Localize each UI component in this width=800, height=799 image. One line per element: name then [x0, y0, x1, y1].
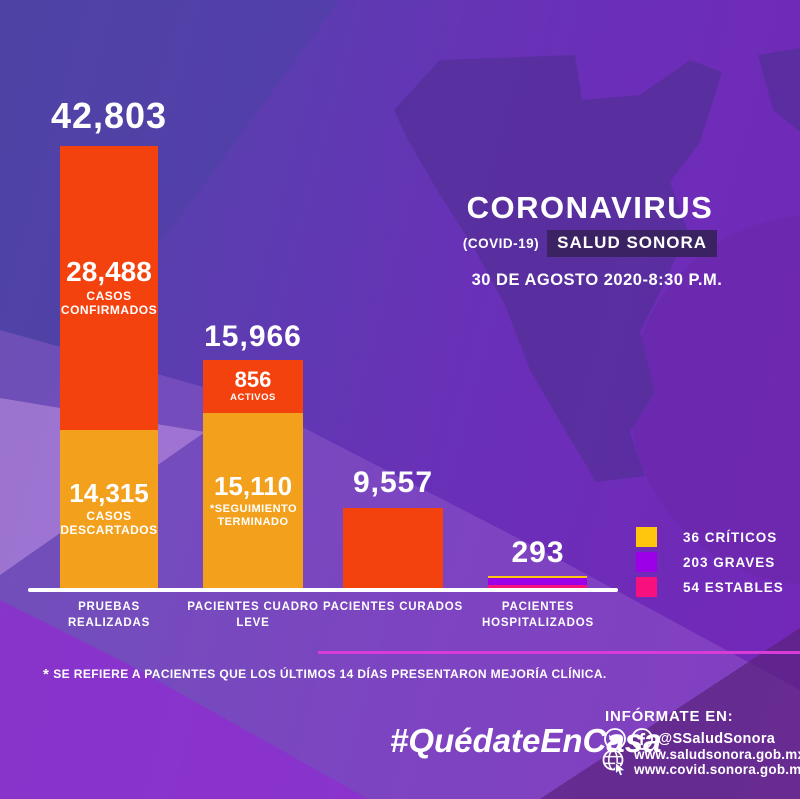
legend-item-graves: 203 GRAVES [636, 552, 784, 572]
bar4-segment-estables [488, 585, 587, 588]
legend-swatch-pink [636, 577, 657, 597]
header: CORONAVIRUS (COVID-19) SALUD SONORA 30 D… [455, 190, 725, 290]
website-url-2: www.covid.sonora.gob.mx [634, 761, 800, 777]
report-date: 30 DE AGOSTO 2020-8:30 P.M. [471, 271, 723, 289]
footnote: * SE REFIERE A PACIENTES QUE LOS ÚLTIMOS … [43, 666, 607, 683]
category-label-hospitalizados: PACIENTES HOSPITALIZADOS [482, 601, 594, 629]
legend-item-estables: 54 ESTABLES [636, 577, 784, 597]
bar4-segment-graves [488, 578, 587, 585]
footnote-asterisk: * [43, 666, 50, 683]
category-label-cuadro-leve: PACIENTES CUADRO LEVE [187, 601, 319, 629]
bar-pacientes-cuadro-leve: 856 ACTIVOS 15,110 *SEGUIMIENTO TERMINAD… [203, 360, 303, 588]
bar4-segment-criticos [488, 576, 587, 578]
salud-sonora-badge: SALUD SONORA [547, 230, 718, 257]
bar1-segment-descartados: 14,315 CASOS DESCARTADOS [60, 430, 158, 588]
segment-value: 15,110 [213, 470, 293, 501]
informate-heading: INFÓRMATE EN: [605, 708, 734, 725]
covid-label: (COVID-19) [462, 236, 540, 251]
legend-item-criticos: 36 CRÍTICOS [636, 527, 784, 547]
legend-swatch-yellow [636, 527, 657, 547]
bar-pacientes-curados [343, 508, 443, 588]
category-label-pruebas: PRUEBAS REALIZADAS [67, 601, 151, 629]
chart-baseline [28, 588, 618, 592]
legend-label: 36 CRÍTICOS [683, 529, 778, 545]
bar1-total: 42,803 [50, 95, 168, 136]
segment-name: ACTIVOS [230, 392, 276, 404]
bar3-segment [343, 508, 443, 588]
segment-value: 856 [234, 367, 272, 393]
accent-line [318, 651, 800, 654]
bar2-total: 15,966 [204, 320, 302, 353]
twitter-icon [604, 728, 626, 750]
website-urls: www.saludsonora.gob.mx www.covid.sonora.… [634, 747, 800, 777]
category-label-curados: PACIENTES CURADOS [323, 601, 463, 613]
segment-name: CASOS DESCARTADOS [60, 509, 158, 537]
segment-value: 14,315 [69, 478, 149, 509]
bar1-segment-confirmados: 28,488 CASOS CONFIRMADOS [60, 146, 158, 430]
facebook-icon [631, 728, 653, 750]
bar2-segment-seguimiento: 15,110 *SEGUIMIENTO TERMINADO [203, 413, 303, 588]
globe-cursor-icon [602, 749, 627, 776]
social-row: @SSaludSonora [604, 728, 775, 750]
bar4-total: 293 [511, 536, 565, 569]
footnote-text: SE REFIERE A PACIENTES QUE LOS ÚLTIMOS 1… [53, 667, 607, 681]
website-url-1: www.saludsonora.gob.mx [634, 747, 800, 762]
legend-swatch-purple [636, 552, 657, 572]
page-title: CORONAVIRUS [466, 190, 714, 225]
segment-name: *SEGUIMIENTO TERMINADO [210, 502, 298, 528]
sonora-map-silhouette [394, 48, 800, 482]
legend-label: 203 GRAVES [683, 554, 776, 570]
segment-value: 28,488 [66, 256, 152, 288]
bar3-total: 9,557 [352, 466, 434, 499]
bar-pacientes-hospitalizados [488, 576, 587, 588]
bar2-segment-activos: 856 ACTIVOS [203, 360, 303, 413]
websites-row: www.saludsonora.gob.mx www.covid.sonora.… [601, 747, 800, 777]
bar-pruebas-realizadas: 28,488 CASOS CONFIRMADOS 14,315 CASOS DE… [60, 146, 158, 588]
social-handle: @SSaludSonora [658, 731, 776, 747]
legend-label: 54 ESTABLES [683, 579, 784, 595]
segment-name: CASOS CONFIRMADOS [60, 289, 158, 317]
legend: 36 CRÍTICOS 203 GRAVES 54 ESTABLES [636, 527, 784, 602]
